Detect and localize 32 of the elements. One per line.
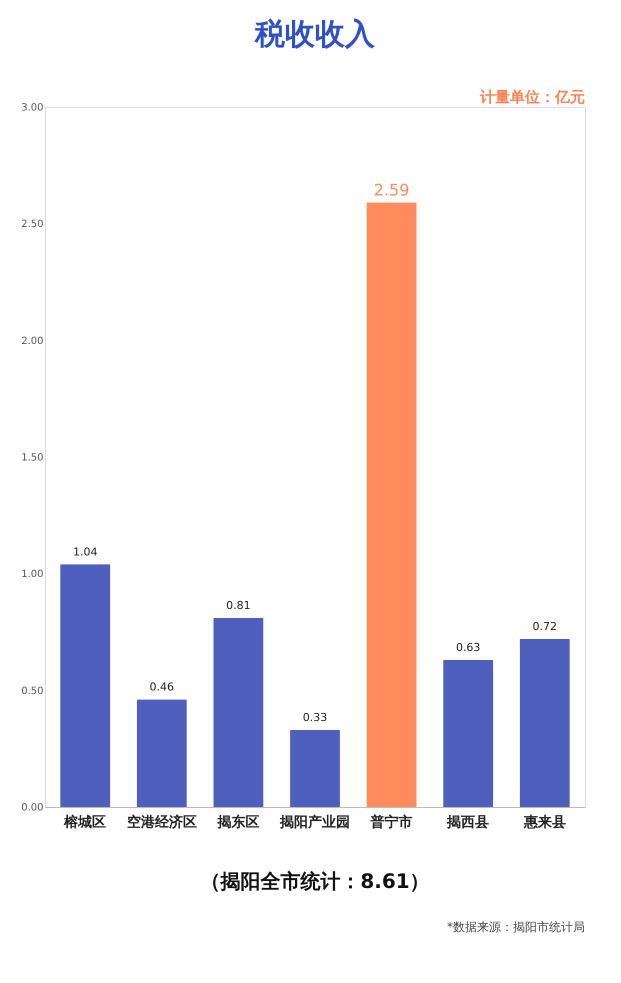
y-tick-label: 1.50 [21, 452, 44, 464]
text: 计量单位：亿元 [479, 88, 585, 106]
data-label: 0.33 [302, 711, 328, 724]
data-label: 0.46 [150, 680, 174, 694]
y-tick-label: 2.00 [21, 336, 44, 347]
bar [60, 564, 110, 807]
data-label: 0.81 [226, 599, 251, 612]
x-tick-label: 榕城区 [63, 814, 106, 830]
bar [214, 618, 264, 807]
bar [520, 639, 570, 807]
data-label: 0.72 [532, 620, 558, 633]
x-tick-label: 普宁市 [370, 814, 413, 830]
x-tick-label: 空港经济区 [126, 814, 197, 830]
data-label: 1.04 [72, 545, 98, 558]
bar [136, 700, 187, 807]
y-tick-label: 0.50 [21, 686, 44, 697]
text: *数据来源：揭阳市统计局 [447, 920, 585, 934]
chart-title: 税收收入 [254, 17, 376, 52]
text: （揭阳全市统计：8.61） [200, 869, 430, 893]
data-label: 2.59 [374, 180, 410, 200]
bar [290, 730, 340, 807]
y-tick-label: 3.00 [21, 102, 44, 114]
bar [443, 660, 494, 807]
y-tick-label: 0.00 [21, 802, 44, 814]
x-tick-label: 惠来县 [522, 814, 566, 830]
x-tick-label: 揭西县 [446, 814, 490, 830]
data-label: 0.63 [456, 641, 480, 654]
y-tick-label: 2.50 [21, 219, 44, 230]
x-tick-label: 揭阳产业园 [279, 814, 350, 830]
y-tick-label: 1.00 [21, 569, 44, 580]
x-tick-label: 揭东区 [216, 814, 260, 830]
bar [366, 202, 416, 807]
